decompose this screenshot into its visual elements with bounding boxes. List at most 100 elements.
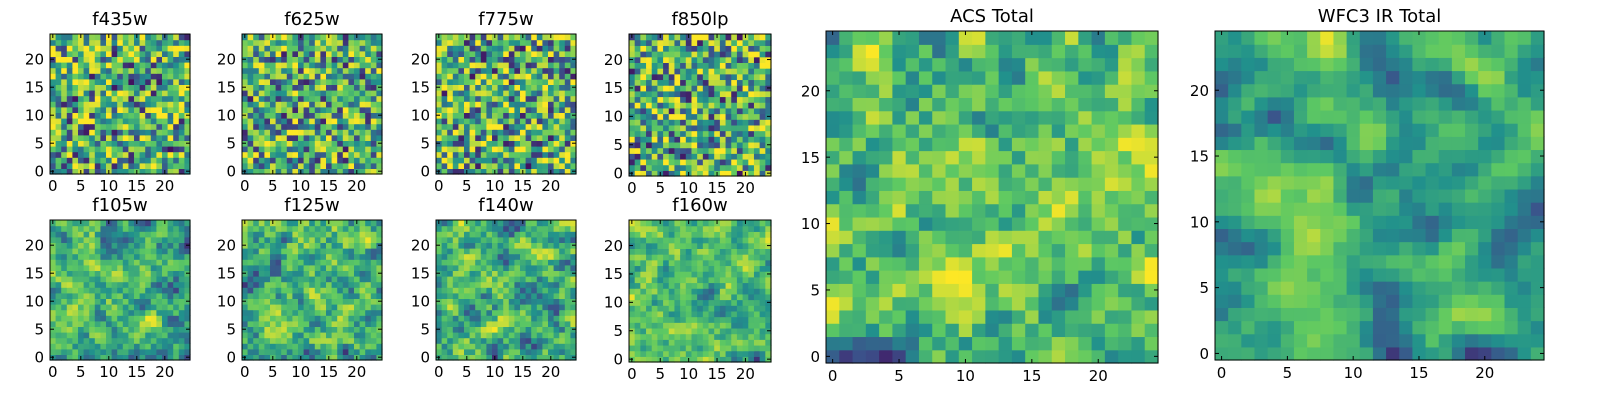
heatmap-cell	[128, 106, 135, 113]
heatmap-cell	[542, 39, 549, 46]
heatmap-cell	[156, 90, 163, 97]
heatmap-cell	[634, 153, 641, 160]
heatmap-cell	[514, 84, 521, 91]
heatmap-cell	[536, 129, 543, 136]
heatmap-cell	[122, 337, 129, 344]
heatmap-cell	[475, 106, 482, 113]
heatmap-cell	[100, 326, 107, 333]
heatmap-cell	[94, 332, 101, 339]
heatmap-cell	[242, 304, 249, 311]
heatmap-cell	[447, 332, 454, 339]
heatmap-cell	[83, 276, 90, 283]
heatmap-cell	[748, 158, 755, 166]
heatmap-cell	[128, 354, 135, 361]
heatmap-cell	[634, 322, 641, 329]
heatmap-cell	[167, 270, 174, 277]
heatmap-cell	[674, 51, 681, 58]
heatmap-cell	[242, 309, 249, 316]
heatmap-cell	[78, 67, 85, 74]
heatmap-cell	[258, 270, 265, 277]
axes-frame	[241, 33, 383, 175]
heatmap-cell	[342, 320, 349, 327]
heatmap-cell	[702, 158, 710, 166]
heatmap-cell	[634, 107, 641, 115]
heatmap-cell	[326, 95, 333, 102]
heatmap-cell	[486, 45, 493, 52]
heatmap-cell	[184, 78, 191, 85]
heatmap-cell	[531, 134, 538, 141]
heatmap-cell	[685, 113, 693, 120]
heatmap-cell	[469, 276, 476, 283]
heatmap-cell	[139, 134, 146, 141]
heatmap-cell	[122, 118, 129, 125]
heatmap-cell	[150, 146, 157, 153]
heatmap-cell	[150, 67, 157, 74]
heatmap-cell	[139, 220, 146, 227]
heatmap-cell	[503, 162, 510, 169]
heatmap-cell	[100, 332, 107, 339]
heatmap-cell	[691, 62, 698, 69]
heatmap-cell	[354, 129, 361, 136]
heatmap-cell	[668, 62, 676, 69]
heatmap-cell	[542, 118, 549, 125]
heatmap-cell	[50, 309, 57, 316]
heatmap-cell	[708, 96, 715, 103]
heatmap-cell	[303, 326, 310, 333]
heatmap-cell	[531, 276, 538, 283]
heatmap-cell	[298, 50, 305, 57]
heatmap-cell	[748, 113, 755, 120]
heatmap-cell	[66, 78, 73, 85]
heatmap-cell	[354, 332, 361, 339]
heatmap-cell	[298, 101, 305, 108]
heatmap-cell	[731, 34, 738, 41]
heatmap-cell	[464, 332, 471, 339]
heatmap-cell	[475, 292, 482, 299]
heatmap-cell	[78, 90, 85, 97]
heatmap-cell	[469, 281, 476, 288]
heatmap-cell	[458, 292, 465, 299]
heatmap-cell	[469, 264, 476, 271]
heatmap-cell	[94, 101, 101, 108]
heatmap-cell	[275, 157, 282, 164]
x-tick-label: 0	[240, 363, 250, 381]
heatmap-cell	[452, 276, 459, 283]
heatmap-cell	[542, 264, 549, 271]
heatmap-cell	[156, 140, 163, 147]
heatmap-cell	[150, 129, 157, 136]
heatmap-cell	[298, 242, 305, 249]
heatmap-cell	[480, 276, 487, 283]
heatmap-cell	[492, 56, 499, 63]
heatmap-cell	[253, 162, 260, 169]
heatmap-cell	[78, 292, 85, 299]
heatmap-cell	[503, 45, 510, 52]
heatmap-cell	[646, 322, 653, 329]
heatmap-cell	[536, 332, 543, 339]
heatmap-cell	[253, 264, 260, 271]
heatmap-cell	[354, 304, 361, 311]
heatmap-cell	[464, 118, 471, 125]
heatmap-cell	[514, 264, 521, 271]
heatmap-cell	[359, 292, 366, 299]
heatmap-cell	[742, 119, 749, 126]
heatmap-cell	[542, 134, 549, 141]
heatmap-cell	[458, 248, 465, 255]
heatmap-cell	[759, 124, 766, 132]
heatmap-cell	[691, 130, 698, 137]
heatmap-cell	[156, 270, 163, 277]
heatmap-cell	[697, 107, 704, 115]
heatmap-cell	[55, 140, 62, 147]
heatmap-cell	[759, 350, 766, 357]
heatmap-cell	[731, 322, 738, 329]
heatmap-cell	[178, 151, 185, 158]
heatmap-cell	[286, 123, 293, 130]
heatmap-cell	[61, 236, 68, 243]
heatmap-cell	[275, 276, 282, 283]
heatmap-cell	[691, 322, 698, 329]
heatmap-cell	[145, 134, 152, 141]
heatmap-cell	[480, 34, 487, 41]
heatmap-cell	[646, 339, 653, 346]
heatmap-cell	[247, 151, 254, 158]
heatmap-cell	[469, 67, 476, 74]
heatmap-cell	[167, 236, 174, 243]
heatmap-cell	[55, 45, 62, 52]
